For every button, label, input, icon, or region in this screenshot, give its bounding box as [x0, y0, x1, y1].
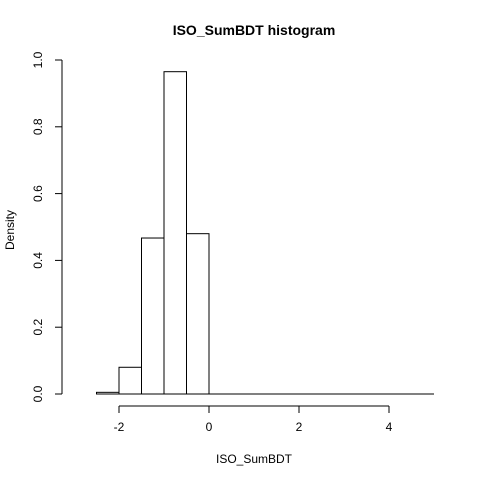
y-tick-label: 0.0 [31, 385, 45, 402]
x-axis: -2 0 2 4 [114, 405, 393, 434]
histogram-bar-4 [186, 233, 210, 395]
y-tick-label: 1.0 [31, 51, 45, 68]
bars-group [96, 71, 434, 395]
x-axis-label: ISO_SumBDT [216, 452, 293, 466]
x-tick-label: -2 [114, 420, 125, 434]
y-tick-label: 0.4 [31, 252, 45, 269]
y-axis: 0.0 0.2 0.4 0.6 0.8 1.0 [31, 51, 63, 402]
x-tick-label: 0 [206, 420, 213, 434]
histogram-bar-0 [96, 391, 120, 395]
y-tick-label: 0.6 [31, 185, 45, 202]
x-tick-label: 4 [386, 420, 393, 434]
y-tick-label: 0.2 [31, 319, 45, 336]
x-tick-label: 2 [296, 420, 303, 434]
histogram-bar-3 [163, 71, 187, 395]
histogram-bar-1 [118, 366, 142, 395]
y-axis-label: Density [3, 210, 17, 250]
chart-title: ISO_SumBDT histogram [173, 22, 336, 38]
histogram-bar-2 [141, 237, 165, 395]
y-tick-label: 0.8 [31, 118, 45, 135]
